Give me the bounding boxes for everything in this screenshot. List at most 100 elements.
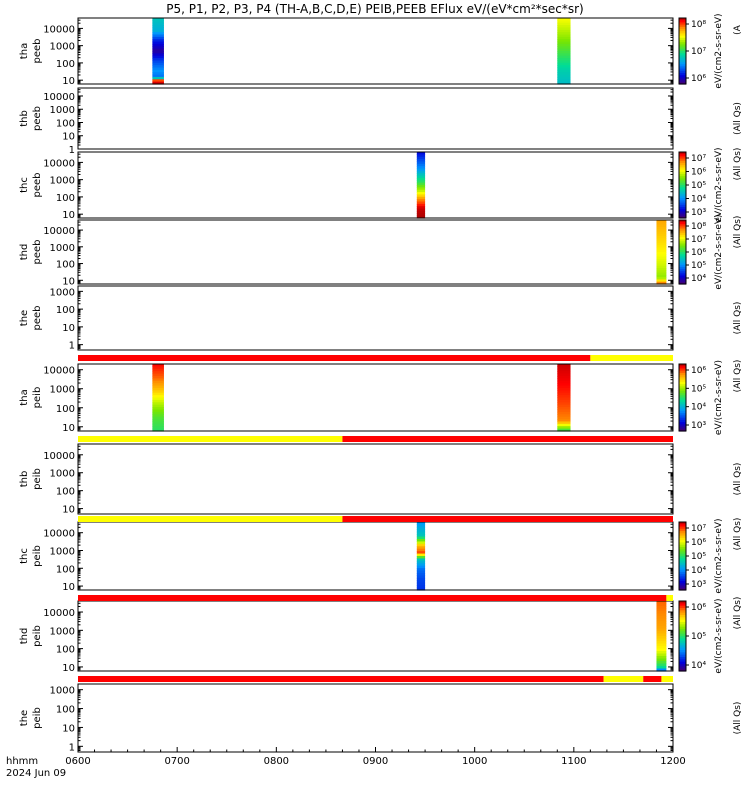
spectrogram-cell xyxy=(557,371,571,375)
colorbar-cell xyxy=(679,24,686,28)
colorbar-cell xyxy=(679,152,686,155)
status-bar-thb-peib xyxy=(78,516,673,522)
spectrogram-cell xyxy=(152,414,164,418)
colorbar-unit-label: eV/(cm2-s-sr-eV) xyxy=(714,147,724,222)
spectrogram-cell xyxy=(557,426,571,430)
spectrogram-cell xyxy=(152,53,164,57)
spectrogram-cell xyxy=(416,215,426,219)
panel-instrument-label: peib xyxy=(32,468,43,490)
colorbar-cell xyxy=(679,390,686,394)
colorbar-cell xyxy=(679,18,686,21)
colorbar-unit-label: eV/(cm2-s-sr-eV) xyxy=(714,13,724,88)
spectrogram-cell xyxy=(656,618,667,622)
panel-thc-peeb: 10000 1000 100 10 thc peeb 10⁷ 10⁶ 10⁵ 10⁴ 10³ eV/(… xyxy=(19,147,743,222)
spectrogram-cell xyxy=(416,526,426,530)
spectrogram-cell xyxy=(416,189,426,193)
spectrogram-cell xyxy=(152,373,164,377)
spectrogram-cell xyxy=(557,409,571,413)
spectrogram-cell xyxy=(656,236,667,239)
colorbar-tick-label: 10⁵ xyxy=(691,261,706,271)
colorbar-cell xyxy=(679,264,686,268)
y-tick-label: 100 xyxy=(56,705,75,716)
colorbar-side-label: (All Qs) xyxy=(733,216,743,249)
panel-instrument-label: peib xyxy=(32,707,43,729)
colorbar-cell xyxy=(679,220,686,223)
colorbar-cell xyxy=(679,540,686,543)
y-tick-label: 1000 xyxy=(50,287,75,298)
colorbar-cell xyxy=(679,364,686,367)
spectrogram-cell xyxy=(416,522,426,526)
colorbar-cell xyxy=(679,193,686,197)
spectrogram-cell xyxy=(557,423,571,427)
spectrogram-cell xyxy=(557,51,571,54)
spectrogram-cell xyxy=(557,41,571,45)
spectrogram-cell xyxy=(416,170,426,174)
spectrogram-cell xyxy=(152,402,164,406)
colorbar-cell xyxy=(679,48,686,52)
x-tick-label: 1100 xyxy=(561,756,586,767)
status-segment xyxy=(78,516,343,522)
colorbar-cell xyxy=(679,571,686,575)
spectrogram-cell xyxy=(656,222,667,226)
colorbar-cell xyxy=(679,531,686,534)
panel-side-label: (All Qs) xyxy=(733,463,743,496)
spectrogram-cell xyxy=(656,229,667,233)
colorbar-cell xyxy=(679,40,686,43)
colorbar-cell xyxy=(679,158,686,162)
colorbar-unit-label: eV/(cm2-s-sr-eV) xyxy=(714,598,724,673)
colorbar-cell xyxy=(679,640,686,644)
spectrogram-cell xyxy=(416,573,426,577)
spectrogram-cell xyxy=(152,60,164,64)
spectrogram-cell xyxy=(416,587,426,591)
spectrogram-cell xyxy=(656,661,667,665)
colorbar-cell xyxy=(679,160,686,164)
spectrogram-cell xyxy=(656,272,667,276)
y-tick-label: 100 xyxy=(56,645,75,656)
spectrogram-cell xyxy=(557,74,571,78)
panel-frame-thd-peib xyxy=(77,600,674,672)
panel-side-label: (All Qs) xyxy=(733,302,743,335)
colorbar-cell xyxy=(679,395,686,399)
colorbar-tick-label: 10⁷ xyxy=(691,235,706,245)
colorbar-cell xyxy=(679,44,686,48)
colorbar-cell xyxy=(679,254,686,257)
panel-probe-label: thd xyxy=(19,244,30,261)
colorbar-tick-label: 10⁷ xyxy=(691,524,706,534)
panel-instrument-label: peib xyxy=(32,387,43,409)
spectrogram-cell xyxy=(557,72,571,76)
colorbar-cell xyxy=(679,224,686,227)
colorbar-cell xyxy=(679,75,686,78)
colorbar-cell xyxy=(679,228,686,232)
spectrogram-cell xyxy=(557,416,571,420)
spectrogram-cell xyxy=(152,407,164,411)
status-bar-the-peeb xyxy=(78,355,673,361)
y-tick-label: 10 xyxy=(62,276,75,287)
x-tick-label: 0800 xyxy=(264,756,289,767)
colorbar-cell xyxy=(679,615,686,618)
spectrogram-cell xyxy=(656,628,667,632)
colorbar-cell xyxy=(679,633,686,637)
colorbar-cell xyxy=(679,256,686,259)
panel-frame-thc-peib xyxy=(77,521,674,591)
spectrogram-cell xyxy=(152,74,164,78)
spectrogram-cell xyxy=(557,29,571,33)
status-segment xyxy=(666,595,673,601)
colorbar-cell xyxy=(679,239,686,242)
spectrogram-cell xyxy=(656,663,667,667)
spectrogram-cell xyxy=(152,428,164,432)
panel-probe-label: thb xyxy=(19,110,30,127)
colorbar-cell xyxy=(679,379,686,383)
colorbar-cell xyxy=(679,234,686,238)
colorbar-cell xyxy=(679,200,686,204)
colorbar-cell xyxy=(679,62,686,65)
spectrogram-cell xyxy=(557,387,571,391)
spectrogram-cell xyxy=(557,39,571,43)
spectrogram-cell xyxy=(152,32,164,36)
spectrogram-cell xyxy=(656,238,667,242)
colorbar-cell xyxy=(679,215,686,219)
spectrogram-block-tha-peib-2 xyxy=(557,364,571,432)
spectrogram-cell xyxy=(416,553,426,557)
y-tick-label: 10000 xyxy=(43,366,75,377)
y-tick-label: 10 xyxy=(62,723,75,734)
panel-frame-thb-peeb xyxy=(77,87,674,150)
